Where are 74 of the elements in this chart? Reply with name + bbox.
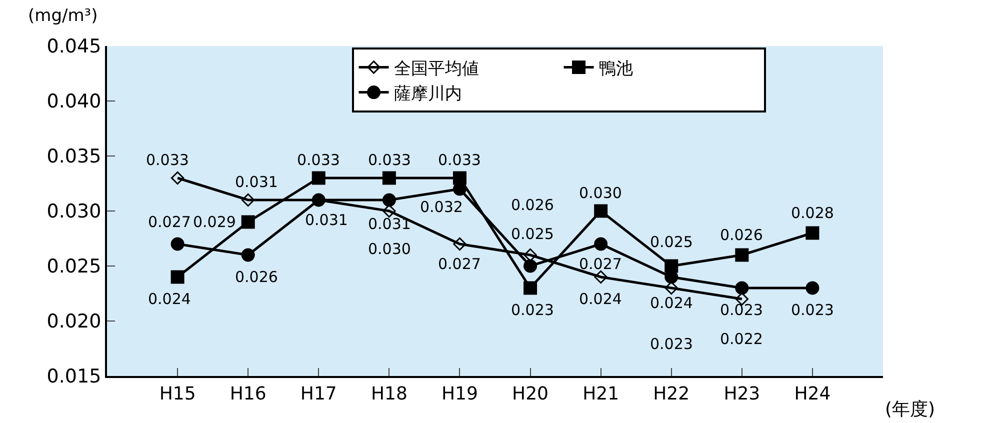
point xyxy=(594,270,608,284)
data-label: 0.030 xyxy=(368,240,411,258)
x-tick-label: H20 xyxy=(512,384,548,405)
point xyxy=(170,171,184,185)
data-label: 0.023 xyxy=(791,301,834,319)
point xyxy=(806,226,820,240)
data-label: 0.023 xyxy=(650,335,693,353)
point xyxy=(241,193,255,207)
point xyxy=(241,215,255,229)
data-label: 0.033 xyxy=(297,151,340,169)
point xyxy=(524,259,538,273)
point xyxy=(452,171,466,185)
x-tick-label: H22 xyxy=(653,384,690,405)
x-tick-label: H21 xyxy=(582,384,620,405)
point xyxy=(382,193,396,207)
point xyxy=(382,204,396,218)
point xyxy=(664,259,678,273)
y-tick-label: 0.040 xyxy=(46,90,102,113)
data-label: 0.027 xyxy=(579,255,622,273)
point xyxy=(664,281,678,295)
data-label: 0.029 xyxy=(193,213,236,231)
data-label: 0.033 xyxy=(368,151,411,169)
legend-label: 薩摩川内 xyxy=(394,84,462,104)
x-axis-title: (年度) xyxy=(885,399,936,420)
x-tick-label: H17 xyxy=(300,384,337,405)
point xyxy=(453,237,466,251)
x-tick-label: H19 xyxy=(442,384,478,405)
data-label: 0.028 xyxy=(791,204,834,222)
data-label: 0.027 xyxy=(438,255,481,273)
legend-label: 鴨池 xyxy=(598,58,633,79)
x-tick-label: H15 xyxy=(159,384,196,405)
data-label: 0.024 xyxy=(148,290,191,308)
data-label: 0.032 xyxy=(420,198,463,216)
data-label: 0.027 xyxy=(148,213,191,231)
y-axis-title: (mg/m³) xyxy=(28,6,98,26)
data-label: 0.025 xyxy=(650,233,693,251)
data-label: 0.024 xyxy=(579,290,622,308)
data-label: 0.025 xyxy=(511,225,554,243)
data-label: 0.026 xyxy=(720,226,763,244)
point xyxy=(312,171,326,185)
data-label: 0.033 xyxy=(438,151,481,169)
point xyxy=(594,204,608,218)
y-tick-label: 0.030 xyxy=(46,200,102,223)
point xyxy=(594,237,608,251)
y-tick-label: 0.045 xyxy=(46,36,102,58)
x-tick-label: H18 xyxy=(370,384,408,405)
x-tick-label: H23 xyxy=(724,384,760,405)
point xyxy=(170,237,184,251)
legend-label: 全国平均値 xyxy=(394,58,479,79)
data-label: 0.030 xyxy=(579,184,622,202)
y-tick-label: 0.035 xyxy=(46,146,102,168)
point xyxy=(524,281,538,295)
point xyxy=(170,270,184,284)
y-tick-label: 0.020 xyxy=(46,310,102,333)
x-tick-label: H16 xyxy=(230,384,266,405)
x-tick-label: H24 xyxy=(794,384,831,405)
data-label: 0.031 xyxy=(368,215,411,233)
data-label: 0.031 xyxy=(235,173,278,191)
data-label: 0.024 xyxy=(650,294,693,312)
data-label: 0.033 xyxy=(146,151,189,169)
data-label: 0.023 xyxy=(511,301,554,319)
y-tick-label: 0.015 xyxy=(46,366,102,388)
data-label: 0.022 xyxy=(720,330,763,348)
point xyxy=(524,248,537,262)
point xyxy=(382,171,396,185)
data-label: 0.026 xyxy=(511,196,554,214)
data-label: 0.023 xyxy=(720,301,763,319)
data-label: 0.031 xyxy=(305,211,348,229)
point xyxy=(241,248,255,262)
point xyxy=(735,281,749,295)
y-tick-label: 0.025 xyxy=(46,256,102,278)
point xyxy=(735,248,749,262)
data-label: 0.026 xyxy=(235,268,278,286)
point xyxy=(806,281,820,295)
